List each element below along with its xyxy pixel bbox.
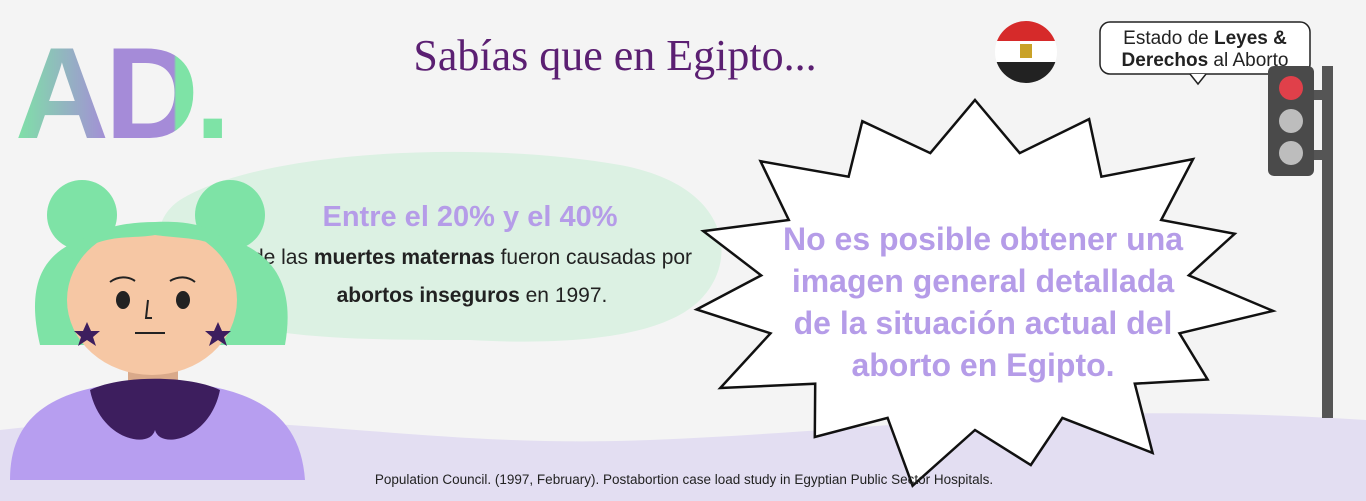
speech-line: abortos inseguros en 1997. (337, 284, 608, 307)
badge-bold: Derechos (1122, 50, 1209, 71)
badge-pointer (1189, 73, 1207, 86)
speech-cloud (158, 151, 722, 342)
starburst (693, 98, 1277, 488)
speech-line: de las muertes maternas fueron causadas … (252, 246, 692, 269)
badge-bold: Leyes & (1214, 28, 1287, 49)
burst-line: de la situación actual del (794, 305, 1173, 341)
traffic-light (1268, 66, 1333, 418)
egypt-flag (995, 21, 1057, 83)
badge-line: Estado de Leyes & (1123, 28, 1287, 49)
character (10, 180, 305, 480)
source: Population Council. (1997, February). Po… (375, 472, 993, 487)
badge-text: Estado de (1123, 28, 1214, 49)
logo: AD. (15, 20, 227, 166)
burst-line: No es posible obtener una (783, 221, 1183, 257)
speech-headline: Entre el 20% y el 40% (323, 201, 618, 233)
burst-line: imagen general detallada (792, 263, 1175, 299)
badge-text: al Aborto (1208, 50, 1288, 71)
badge-line: Derechos al Aborto (1122, 50, 1289, 71)
speech-bold: muertes maternas (314, 246, 495, 269)
speech-text: en 1997. (520, 284, 608, 307)
burst-line: aborto en Egipto. (851, 347, 1114, 383)
speech-text: fueron causadas por (495, 246, 692, 269)
speech-bold: abortos inseguros (337, 284, 520, 307)
title: Sabías que en Egipto... (413, 31, 816, 80)
